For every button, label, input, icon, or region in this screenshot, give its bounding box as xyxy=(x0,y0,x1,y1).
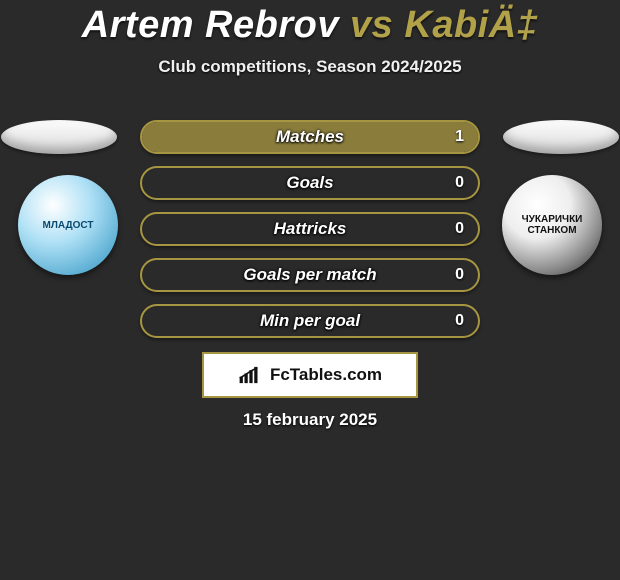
stat-bar-label: Min per goal xyxy=(142,306,478,336)
brand-box: FcTables.com xyxy=(202,352,418,398)
pedestal-left xyxy=(1,120,117,154)
stat-bar-label: Goals xyxy=(142,168,478,198)
page-title: Artem Rebrov vs KabiÄ‡ xyxy=(0,0,620,47)
stat-bar-label: Hattricks xyxy=(142,214,478,244)
team-crest-left: МЛАДОСТ xyxy=(18,175,118,275)
stat-bar-right-value: 0 xyxy=(455,306,464,336)
stat-bar-right-value: 0 xyxy=(455,260,464,290)
stat-bar: Hattricks0 xyxy=(140,212,480,246)
brand-text: FcTables.com xyxy=(270,365,382,385)
brand-bars-icon xyxy=(238,365,264,385)
stat-bar: Goals per match0 xyxy=(140,258,480,292)
pedestal-right xyxy=(503,120,619,154)
date-footer: 15 february 2025 xyxy=(0,410,620,430)
stat-bar: Goals0 xyxy=(140,166,480,200)
stat-bar-right-value: 1 xyxy=(455,122,464,152)
player1-name: Artem Rebrov xyxy=(82,4,339,46)
team-crest-right: ЧУКАРИЧКИ СТАНКОМ xyxy=(502,175,602,275)
stat-bar: Matches1 xyxy=(140,120,480,154)
stat-bars: Matches1Goals0Hattricks0Goals per match0… xyxy=(140,120,480,350)
vs-text: vs xyxy=(350,4,393,46)
stat-bar-label: Goals per match xyxy=(142,260,478,290)
stat-bar: Min per goal0 xyxy=(140,304,480,338)
team-crest-right-label: ЧУКАРИЧКИ СТАНКОМ xyxy=(502,214,602,236)
stat-bar-right-value: 0 xyxy=(455,168,464,198)
player2-name: KabiÄ‡ xyxy=(404,4,538,46)
team-crest-left-label: МЛАДОСТ xyxy=(37,220,100,231)
stat-bar-right-value: 0 xyxy=(455,214,464,244)
stat-bar-label: Matches xyxy=(142,122,478,152)
subtitle: Club competitions, Season 2024/2025 xyxy=(0,57,620,77)
